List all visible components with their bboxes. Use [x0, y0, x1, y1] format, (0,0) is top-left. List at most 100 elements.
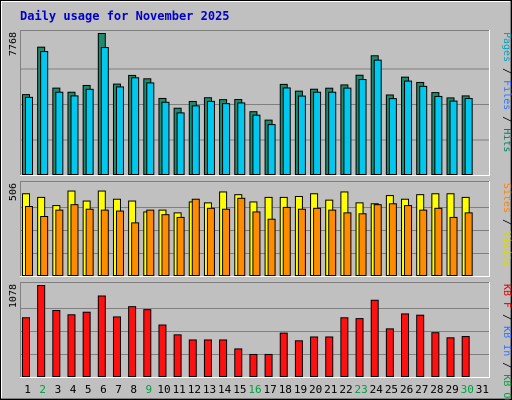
bar-files-day-7 [115, 86, 124, 175]
panel-visits: 506 Sites / Visits [8, 181, 512, 277]
bar-kb-f-day-4 [67, 314, 76, 378]
bar-files-day-13 [206, 100, 215, 175]
x-tick-label-day-7: 7 [115, 383, 122, 396]
bar-kb-f-day-5 [82, 311, 91, 377]
bar-kb-f-day-6 [97, 295, 106, 378]
bar-kb-f-day-27 [416, 314, 425, 377]
bar-files-day-29 [449, 100, 458, 175]
bar-files-day-12 [191, 105, 200, 175]
x-tick-label-day-18: 18 [279, 383, 292, 396]
bar-sites-day-17 [267, 218, 276, 277]
panel-kbytes-bars [22, 285, 470, 378]
x-tick-label-day-17: 17 [264, 383, 277, 396]
bar-files-day-11 [176, 112, 185, 176]
x-tick-label-day-11: 11 [173, 383, 186, 396]
bar-kb-f-day-15 [234, 348, 243, 377]
bar-files-day-6 [100, 47, 109, 175]
bar-sites-day-2 [40, 216, 49, 276]
bar-kb-f-day-20 [310, 336, 319, 378]
x-tick-label-day-13: 13 [203, 383, 216, 396]
panel-kbytes-ymax-label: 1078 [8, 284, 19, 308]
bar-sites-day-28 [434, 207, 443, 276]
bar-sites-day-25 [388, 203, 397, 276]
bar-sites-day-9 [146, 209, 155, 277]
bar-kb-f-day-11 [173, 334, 182, 378]
bar-files-day-20 [313, 91, 322, 175]
bar-sites-day-10 [161, 214, 170, 277]
x-tick-label-day-4: 4 [70, 383, 77, 396]
panel-visits-legend: Sites / Visits [501, 183, 512, 267]
legend-entry: Sites [501, 183, 512, 213]
x-tick-label-day-5: 5 [85, 383, 92, 396]
bar-sites-day-7 [115, 210, 124, 276]
bar-files-day-14 [222, 103, 231, 175]
x-tick-label-day-20: 20 [309, 383, 322, 396]
bar-kb-f-day-8 [128, 306, 137, 378]
bar-kb-f-day-2 [37, 285, 46, 377]
bar-kb-f-day-23 [355, 318, 364, 377]
bar-files-day-26 [404, 80, 413, 175]
bar-kb-f-day-22 [340, 317, 349, 377]
bar-files-day-27 [419, 85, 428, 175]
chart-title: Daily usage for November 2025 [20, 9, 230, 23]
bar-sites-day-29 [449, 216, 458, 276]
x-tick-label-day-23: 23 [355, 383, 368, 396]
legend-entry: / [501, 213, 512, 231]
bar-kb-f-day-9 [143, 309, 152, 377]
x-tick-label-day-3: 3 [55, 383, 62, 396]
bar-sites-day-16 [252, 211, 261, 276]
panel-hits-ymax-label: 7768 [8, 32, 19, 56]
bar-files-day-18 [282, 87, 291, 175]
bar-kb-f-day-19 [294, 340, 303, 377]
bar-files-day-22 [343, 87, 352, 175]
bar-sites-day-6 [100, 209, 109, 277]
panel-kbytes-legend: KB F / KB In / KB Out [501, 284, 512, 400]
x-tick-label-day-14: 14 [218, 383, 232, 396]
x-tick-label-day-8: 8 [130, 383, 137, 396]
x-tick-label-day-10: 10 [157, 383, 170, 396]
legend-entry: / [501, 62, 512, 80]
x-tick-label-day-15: 15 [233, 383, 246, 396]
bar-sites-day-15 [237, 197, 246, 276]
panel-visits-bars [22, 190, 473, 277]
bar-files-day-5 [85, 88, 94, 175]
bar-kb-f-day-10 [158, 324, 167, 377]
bar-sites-day-8 [131, 222, 140, 276]
bar-files-day-15 [237, 102, 246, 175]
bar-kb-f-day-25 [385, 328, 394, 378]
x-tick-label-day-19: 19 [294, 383, 307, 396]
bar-files-day-8 [131, 77, 140, 175]
legend-entry: KB Out [501, 374, 512, 400]
bar-sites-day-12 [191, 198, 200, 277]
legend-entry: / [501, 308, 512, 326]
bar-kb-f-day-1 [22, 317, 30, 377]
legend-entry: / [501, 356, 512, 374]
bar-files-day-1 [25, 96, 33, 175]
bar-files-day-28 [434, 95, 443, 175]
bar-files-day-9 [146, 82, 155, 175]
bar-files-day-25 [388, 98, 397, 175]
bar-kb-f-day-30 [461, 336, 470, 377]
bar-kb-f-day-21 [325, 336, 334, 378]
x-tick-label-day-12: 12 [188, 383, 201, 396]
panel-hits-legend: Pages / Files / Hits [501, 32, 512, 152]
bar-kb-f-day-18 [279, 332, 288, 377]
x-tick-label-day-24: 24 [370, 383, 384, 396]
bar-kb-f-day-29 [446, 337, 455, 377]
bar-files-day-19 [297, 95, 306, 175]
bar-sites-day-23 [358, 213, 367, 276]
bar-sites-day-11 [176, 216, 185, 276]
legend-entry: KB In [501, 326, 512, 356]
legend-entry: Hits [501, 128, 512, 152]
bar-kb-f-day-24 [370, 299, 379, 377]
bar-kb-f-day-7 [112, 316, 121, 378]
bar-kb-f-day-14 [219, 339, 228, 377]
bar-kb-f-day-17 [264, 353, 273, 378]
x-tick-label-day-28: 28 [430, 383, 443, 396]
bar-files-day-23 [358, 79, 367, 175]
x-tick-label-day-16: 16 [248, 383, 261, 396]
bar-sites-day-13 [206, 207, 215, 276]
bar-files-day-17 [267, 124, 276, 176]
bar-sites-day-4 [70, 204, 79, 277]
